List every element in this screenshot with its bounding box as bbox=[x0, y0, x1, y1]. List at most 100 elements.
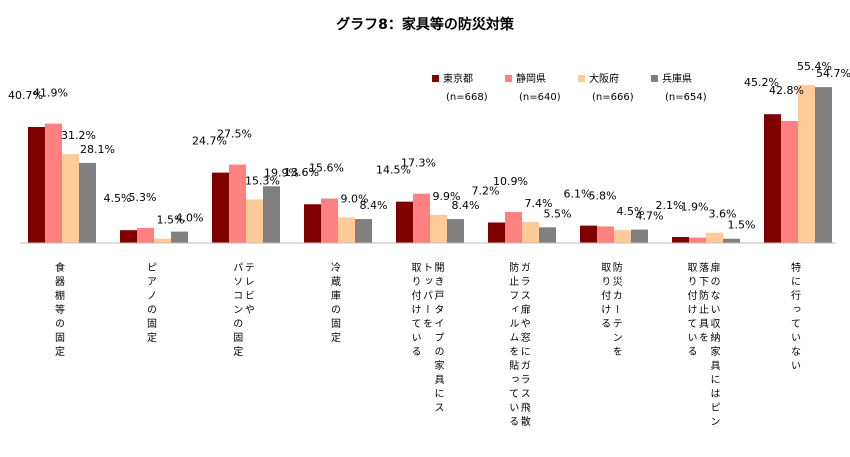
legend-name-1: 静岡県 bbox=[516, 72, 546, 85]
value-label-s3-c5: 5.5% bbox=[544, 207, 572, 220]
value-label-s0-c6: 6.1% bbox=[564, 188, 592, 201]
value-labels-group: 40.7% 4.5% 24.7% 13.6% 14.5% 7.2% 6.1% 2.1% 45.2… bbox=[8, 60, 850, 232]
value-label-s3-c3: 8.4% bbox=[360, 199, 388, 212]
bar-s0-c6 bbox=[580, 225, 597, 243]
value-label-s3-c4: 8.4% bbox=[452, 199, 480, 212]
legend-n-3: (n=654) bbox=[665, 92, 707, 103]
legend-swatch-0 bbox=[432, 75, 439, 82]
category-label-c8-line0: 特に行っていない bbox=[789, 262, 801, 374]
bar-s1-c6 bbox=[597, 226, 614, 243]
value-label-s3-c8: 54.7% bbox=[816, 67, 850, 80]
value-label-s2-c0: 31.2% bbox=[61, 129, 96, 142]
bar-s1-c7 bbox=[689, 237, 706, 243]
bars-group bbox=[28, 85, 832, 244]
category-label-c2-line0: パソコンの固定 bbox=[231, 262, 243, 360]
value-label-s0-c5: 7.2% bbox=[472, 184, 500, 197]
bar-s2-c7 bbox=[706, 232, 723, 243]
bar-s3-c6 bbox=[631, 229, 648, 243]
legend-swatch-1 bbox=[505, 75, 512, 82]
chart-title: グラフ8：家具等の防災対策 bbox=[336, 16, 515, 33]
bar-s0-c1 bbox=[120, 230, 137, 243]
category-label-c7-line1: 落下防止具を bbox=[697, 262, 709, 346]
bar-s1-c5 bbox=[505, 211, 522, 243]
bar-s0-c4 bbox=[396, 201, 413, 243]
value-label-s2-c6: 4.5% bbox=[617, 205, 645, 218]
value-label-s1-c1: 5.3% bbox=[129, 191, 157, 204]
bar-s2-c1 bbox=[154, 238, 171, 243]
category-label-c4-line0: 取り付けている bbox=[409, 262, 421, 360]
value-label-s0-c7: 2.1% bbox=[656, 199, 684, 212]
legend-n-1: (n=640) bbox=[519, 92, 561, 103]
legend: 東京都 (n=668) 静岡県 (n=640) 大阪府 (n=666) 兵庫県 (n=654) bbox=[432, 72, 707, 103]
category-label-c7-line2: 扉のない収納家具にはピン bbox=[708, 261, 720, 430]
bar-s0-c8 bbox=[764, 114, 781, 244]
value-label-s1-c3: 15.6% bbox=[309, 162, 344, 175]
category-label-c4-line1: トッパーを bbox=[421, 262, 433, 332]
category-label-c3-line0: 冷蔵庫の固定 bbox=[329, 261, 341, 346]
bar-s0-c5 bbox=[488, 222, 505, 243]
bar-s0-c0 bbox=[28, 127, 45, 243]
value-label-s3-c1: 4.0% bbox=[176, 212, 204, 225]
value-label-s3-c2: 19.9% bbox=[264, 166, 299, 179]
legend-name-0: 東京都 bbox=[443, 72, 473, 85]
bar-s1-c4 bbox=[413, 193, 430, 243]
category-label-c5-line0: 防止フィルムを貼っている bbox=[507, 261, 519, 430]
bar-s3-c4 bbox=[447, 219, 464, 243]
bar-s1-c3 bbox=[321, 198, 338, 243]
value-label-s2-c2: 15.3% bbox=[245, 174, 280, 187]
bar-s2-c0 bbox=[62, 154, 79, 243]
bar-s3-c3 bbox=[355, 219, 372, 243]
bar-s2-c8 bbox=[798, 85, 815, 243]
value-label-s1-c8: 42.8% bbox=[769, 84, 804, 97]
value-label-s3-c6: 4.7% bbox=[636, 210, 664, 223]
value-label-s0-c3: 13.6% bbox=[284, 166, 319, 179]
bar-s2-c3 bbox=[338, 217, 355, 243]
legend-swatch-2 bbox=[578, 75, 585, 82]
value-label-s1-c6: 5.8% bbox=[589, 189, 617, 202]
value-label-s0-c4: 14.5% bbox=[376, 164, 411, 177]
legend-name-2: 大阪府 bbox=[589, 72, 619, 85]
value-label-s0-c2: 24.7% bbox=[192, 135, 227, 148]
value-label-s2-c3: 9.0% bbox=[341, 192, 369, 205]
value-label-s0-c1: 4.5% bbox=[104, 192, 132, 205]
legend-swatch-3 bbox=[651, 75, 658, 82]
bar-s2-c5 bbox=[522, 221, 539, 243]
bar-s3-c7 bbox=[723, 238, 740, 243]
bar-s1-c0 bbox=[45, 123, 62, 243]
value-label-s1-c2: 27.5% bbox=[217, 128, 252, 141]
bar-s3-c0 bbox=[79, 162, 96, 243]
bar-s2-c2 bbox=[246, 199, 263, 243]
value-label-s3-c7: 1.5% bbox=[728, 219, 756, 232]
category-label-c6-line1: 防災カーテンを bbox=[610, 261, 622, 360]
bar-s0-c7 bbox=[672, 237, 689, 243]
bar-s3-c8 bbox=[815, 87, 832, 243]
category-label-c0-line0: 食器棚等の固定 bbox=[53, 261, 65, 360]
value-label-s0-c8: 45.2% bbox=[744, 76, 779, 89]
value-label-s2-c7: 3.6% bbox=[709, 208, 737, 221]
legend-n-0: (n=668) bbox=[446, 92, 488, 103]
value-label-s1-c5: 10.9% bbox=[493, 175, 528, 188]
category-label-c6-line0: 取り付ける bbox=[599, 262, 611, 332]
value-label-s2-c1: 1.5% bbox=[157, 214, 185, 227]
bar-s1-c2 bbox=[229, 164, 246, 243]
bar-s0-c2 bbox=[212, 172, 229, 243]
value-label-s0-c0: 40.7% bbox=[8, 89, 43, 102]
category-label-c2-line1: テレビや bbox=[242, 262, 254, 318]
bar-s0-c3 bbox=[304, 204, 321, 243]
bar-s1-c8 bbox=[781, 121, 798, 243]
value-label-s2-c4: 9.9% bbox=[433, 190, 461, 203]
bar-s2-c4 bbox=[430, 214, 447, 243]
legend-name-3: 兵庫県 bbox=[662, 72, 692, 85]
category-labels-group: 食器棚等の固定 ピアノの固定 パソコンの固定 テレビや 冷蔵庫の固定 取り付けている トッパ… bbox=[53, 261, 801, 430]
category-label-c4-line2: 開き戸タイプの家具にス bbox=[432, 262, 444, 416]
bar-s1-c1 bbox=[137, 227, 154, 243]
value-label-s1-c0: 41.9% bbox=[33, 87, 68, 100]
category-label-c1-line0: ピアノの固定 bbox=[145, 262, 157, 346]
value-label-s1-c7: 1.9% bbox=[681, 201, 709, 214]
bar-s3-c1 bbox=[171, 231, 188, 243]
legend-n-2: (n=666) bbox=[592, 92, 634, 103]
bar-s2-c6 bbox=[614, 230, 631, 243]
category-label-c5-line1: ガラス扉や窓にガラス飛散 bbox=[518, 262, 530, 430]
